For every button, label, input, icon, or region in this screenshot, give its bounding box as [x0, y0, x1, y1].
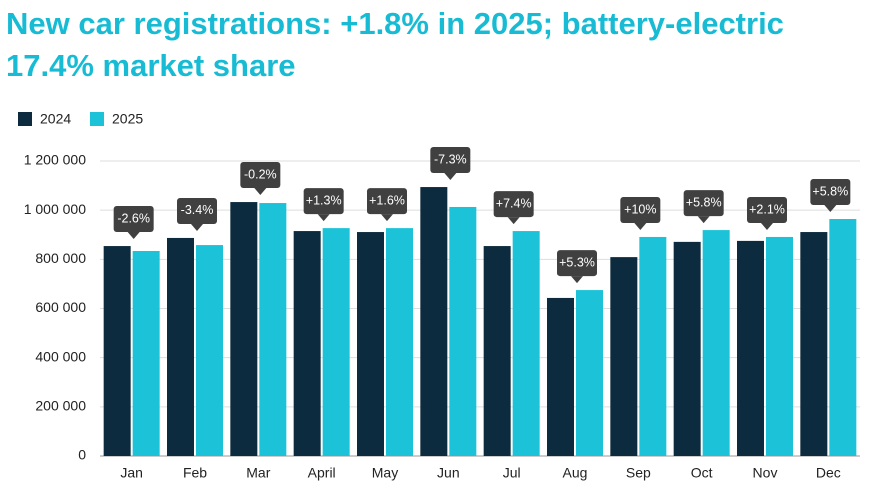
annotation: +10% — [624, 202, 656, 216]
legend-swatch — [18, 112, 32, 126]
annotation-box — [747, 196, 787, 223]
annotation-box — [620, 196, 661, 223]
bar — [196, 245, 223, 456]
annotation: -0.2% — [244, 167, 277, 181]
bar — [230, 202, 258, 456]
x-tick-label: Mar — [246, 465, 270, 481]
annotation-pointer — [824, 205, 837, 213]
bar — [702, 230, 730, 456]
bar — [800, 232, 828, 456]
x-tick-label: Sep — [626, 465, 651, 481]
annotation-pointer — [317, 214, 330, 222]
annotation-box — [493, 191, 534, 218]
x-tick-label: April — [308, 465, 336, 481]
annotation-pointer — [634, 222, 647, 230]
bar — [766, 236, 793, 456]
y-tick-label: 800 000 — [35, 250, 86, 266]
bar — [639, 236, 667, 456]
bar — [386, 228, 413, 456]
y-tick-label: 0 — [78, 447, 86, 463]
annotation: +7.4% — [496, 196, 532, 210]
bar — [132, 250, 160, 456]
bar — [829, 219, 857, 456]
x-tick-label: May — [372, 465, 398, 481]
annotation-box — [683, 190, 724, 217]
annotation: -2.6% — [117, 211, 150, 225]
bar — [293, 231, 321, 456]
annotation: +5.8% — [686, 195, 722, 209]
x-tick-label: Jun — [437, 465, 460, 481]
x-tick-label: Feb — [183, 465, 207, 481]
legend-label: 2025 — [112, 111, 143, 127]
bar — [673, 241, 701, 456]
chart-title: 17.4% market share — [6, 48, 296, 83]
annotation: +2.1% — [749, 202, 785, 216]
legend-label: 2024 — [40, 111, 71, 127]
annotation-box — [367, 188, 407, 215]
annotation-box — [430, 147, 471, 174]
x-tick-label: Nov — [753, 465, 778, 481]
annotation: +5.3% — [559, 255, 595, 269]
annotation-box — [303, 188, 344, 215]
y-tick-label: 600 000 — [35, 299, 86, 315]
x-tick-label: Jul — [503, 465, 521, 481]
x-tick-label: Jan — [120, 465, 143, 481]
bar — [322, 228, 350, 456]
annotation-box — [113, 206, 154, 233]
annotation: -7.3% — [434, 152, 467, 166]
x-tick-label: Oct — [691, 465, 713, 481]
bar — [259, 203, 287, 456]
chart-title: New car registrations: +1.8% in 2025; ba… — [6, 6, 784, 41]
bar — [737, 240, 764, 456]
bar — [420, 187, 448, 456]
bar — [167, 237, 194, 456]
x-tick-label: Aug — [563, 465, 588, 481]
annotation-box — [810, 179, 851, 206]
legend-swatch — [90, 112, 104, 126]
y-tick-label: 400 000 — [35, 348, 86, 364]
annotation-pointer — [254, 188, 267, 196]
annotation-pointer — [444, 173, 457, 181]
bar — [449, 206, 477, 456]
bar — [576, 290, 603, 456]
bar — [357, 232, 384, 456]
annotation-pointer — [571, 276, 583, 284]
annotation-box — [177, 197, 217, 224]
annotation: -3.4% — [181, 203, 214, 217]
annotation-pointer — [381, 214, 393, 222]
annotation-pointer — [507, 217, 520, 225]
bar — [610, 257, 638, 456]
annotation-box — [557, 250, 597, 277]
annotation: +5.8% — [812, 184, 848, 198]
y-tick-label: 1 200 000 — [24, 152, 86, 168]
annotation-pointer — [761, 222, 773, 230]
x-tick-label: Dec — [816, 465, 841, 481]
bar — [547, 297, 574, 456]
bar — [483, 246, 511, 456]
annotation-pointer — [127, 232, 140, 240]
y-tick-label: 1 000 000 — [24, 201, 86, 217]
bar — [512, 231, 540, 456]
annotation-pointer — [191, 223, 203, 231]
bar — [103, 246, 131, 456]
annotation: +1.3% — [306, 193, 342, 207]
y-tick-label: 200 000 — [35, 398, 86, 414]
annotation-pointer — [697, 216, 710, 224]
annotation-box — [240, 162, 281, 189]
annotation: +1.6% — [369, 193, 405, 207]
